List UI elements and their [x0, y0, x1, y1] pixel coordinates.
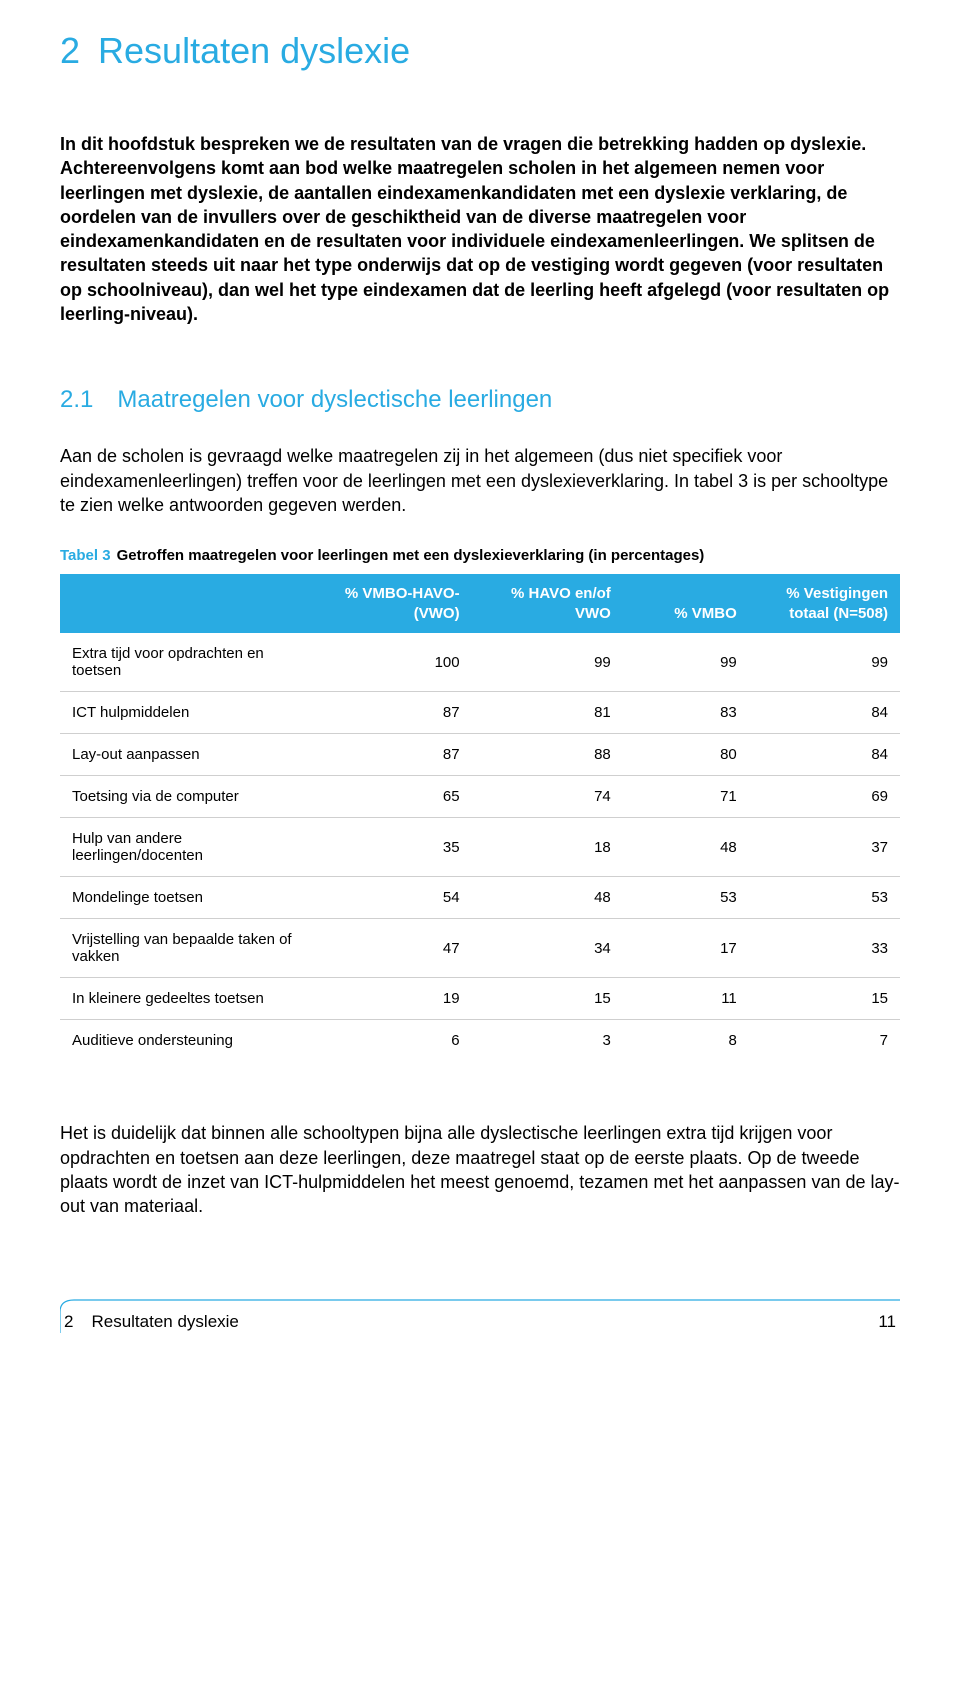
row-value: 87 — [312, 692, 472, 734]
row-value: 3 — [472, 1020, 623, 1062]
table-row: Auditieve ondersteuning6387 — [60, 1020, 900, 1062]
table-col-header: % HAVO en/ofVWO — [472, 574, 623, 633]
row-value: 15 — [472, 978, 623, 1020]
row-value: 18 — [472, 818, 623, 877]
row-label: Vrijstelling van bepaalde taken of vakke… — [60, 919, 312, 978]
table-row: Extra tijd voor opdrachten en toetsen100… — [60, 633, 900, 692]
row-value: 99 — [472, 633, 623, 692]
row-value: 81 — [472, 692, 623, 734]
row-label: Toetsing via de computer — [60, 776, 312, 818]
row-value: 33 — [749, 919, 900, 978]
row-value: 19 — [312, 978, 472, 1020]
row-value: 53 — [749, 877, 900, 919]
row-value: 74 — [472, 776, 623, 818]
chapter-title-text: Resultaten dyslexie — [98, 30, 410, 71]
row-value: 71 — [623, 776, 749, 818]
table-row: Hulp van andere leerlingen/docenten35184… — [60, 818, 900, 877]
row-value: 99 — [749, 633, 900, 692]
table-row: Vrijstelling van bepaalde taken of vakke… — [60, 919, 900, 978]
table-caption-desc: Getroffen maatregelen voor leerlingen me… — [117, 547, 705, 564]
row-value: 99 — [623, 633, 749, 692]
table-caption-label: Tabel 3 — [60, 547, 111, 564]
section-body: Aan de scholen is gevraagd welke maatreg… — [60, 444, 900, 517]
section-number: 2.1 — [60, 386, 93, 413]
row-label: Auditieve ondersteuning — [60, 1020, 312, 1062]
table-body: Extra tijd voor opdrachten en toetsen100… — [60, 633, 900, 1061]
row-value: 83 — [623, 692, 749, 734]
table-row: ICT hulpmiddelen87818384 — [60, 692, 900, 734]
table-row: In kleinere gedeeltes toetsen19151115 — [60, 978, 900, 1020]
row-value: 6 — [312, 1020, 472, 1062]
table-col-header: % Vestigingentotaal (N=508) — [749, 574, 900, 633]
table-caption: Tabel 3 Getroffen maatregelen voor leerli… — [60, 547, 900, 564]
row-value: 34 — [472, 919, 623, 978]
section-title-text: Maatregelen voor dyslectische leerlingen — [117, 386, 552, 413]
table-row: Mondelinge toetsen54485353 — [60, 877, 900, 919]
row-value: 87 — [312, 734, 472, 776]
table-row: Toetsing via de computer65747169 — [60, 776, 900, 818]
row-value: 88 — [472, 734, 623, 776]
row-label: Mondelinge toetsen — [60, 877, 312, 919]
row-value: 69 — [749, 776, 900, 818]
intro-paragraph: In dit hoofdstuk bespreken we de resulta… — [60, 132, 900, 326]
measures-table: % VMBO-HAVO-(VWO)% HAVO en/ofVWO% VMBO% … — [60, 574, 900, 1061]
row-value: 53 — [623, 877, 749, 919]
row-value: 17 — [623, 919, 749, 978]
row-value: 37 — [749, 818, 900, 877]
row-value: 100 — [312, 633, 472, 692]
row-label: Lay-out aanpassen — [60, 734, 312, 776]
row-value: 15 — [749, 978, 900, 1020]
row-value: 11 — [623, 978, 749, 1020]
row-value: 48 — [623, 818, 749, 877]
table-row: Lay-out aanpassen87888084 — [60, 734, 900, 776]
chapter-title: 2 Resultaten dyslexie — [60, 30, 900, 72]
section-title: 2.1 Maatregelen voor dyslectische leerlin… — [60, 386, 900, 414]
row-value: 8 — [623, 1020, 749, 1062]
row-label: Extra tijd voor opdrachten en toetsen — [60, 633, 312, 692]
table-col-header — [60, 574, 312, 633]
row-value: 54 — [312, 877, 472, 919]
row-value: 84 — [749, 734, 900, 776]
row-label: ICT hulpmiddelen — [60, 692, 312, 734]
row-value: 84 — [749, 692, 900, 734]
table-col-header: % VMBO-HAVO-(VWO) — [312, 574, 472, 633]
row-value: 35 — [312, 818, 472, 877]
row-label: In kleinere gedeeltes toetsen — [60, 978, 312, 1020]
row-value: 48 — [472, 877, 623, 919]
row-value: 7 — [749, 1020, 900, 1062]
table-col-header: % VMBO — [623, 574, 749, 633]
conclusion-paragraph: Het is duidelijk dat binnen alle schoolt… — [60, 1121, 900, 1218]
row-value: 47 — [312, 919, 472, 978]
footer-rule — [60, 1298, 900, 1334]
row-value: 65 — [312, 776, 472, 818]
chapter-number: 2 — [60, 30, 80, 71]
row-value: 80 — [623, 734, 749, 776]
row-label: Hulp van andere leerlingen/docenten — [60, 818, 312, 877]
table-head: % VMBO-HAVO-(VWO)% HAVO en/ofVWO% VMBO% … — [60, 574, 900, 633]
